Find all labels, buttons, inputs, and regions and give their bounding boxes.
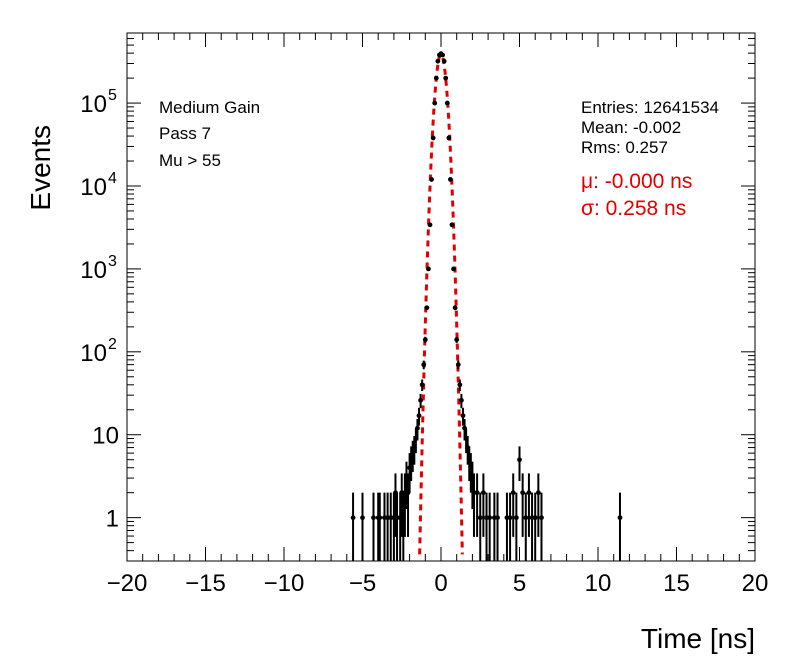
- data-point: [426, 266, 431, 272]
- fit-mu-label: μ: -0.000 ns: [581, 170, 692, 193]
- data-point: [535, 490, 541, 496]
- data-point: [539, 515, 544, 521]
- data-point: [416, 413, 422, 419]
- data-point: [457, 382, 463, 388]
- data-layer: [350, 51, 623, 561]
- y-tick-exponent: 3: [108, 253, 117, 270]
- data-point: [446, 135, 452, 141]
- data-point: [517, 457, 522, 463]
- data-point: [350, 515, 356, 521]
- data-point: [532, 515, 538, 521]
- data-point: [444, 100, 450, 106]
- fit-sigma-label: σ: 0.258 ns: [581, 197, 686, 220]
- gaussian-fit-curve: [418, 52, 464, 555]
- fit-layer: [418, 52, 464, 555]
- x-axis-title: Time [ns]: [641, 623, 755, 654]
- y-tick-exponent: 5: [108, 87, 117, 104]
- data-point: [443, 75, 449, 81]
- data-point: [418, 397, 423, 403]
- minor-ticks: [127, 32, 755, 562]
- data-point: [360, 515, 365, 521]
- data-point: [477, 515, 483, 521]
- stats-entries: Entries: 12641534: [581, 98, 719, 117]
- annotation-line-2: Pass 7: [159, 124, 211, 143]
- x-tick-label: −10: [264, 570, 305, 597]
- data-point: [448, 177, 453, 182]
- y-tick-label: 1: [106, 506, 119, 533]
- data-point: [422, 337, 428, 343]
- annotation-line-3: Mu > 55: [159, 151, 221, 170]
- data-point: [432, 100, 438, 106]
- major-ticks: [126, 33, 756, 561]
- data-point: [526, 490, 532, 496]
- y-tick-label: 10: [92, 423, 119, 450]
- data-point: [617, 515, 623, 521]
- data-point: [435, 58, 441, 64]
- data-point: [459, 397, 464, 403]
- data-point: [510, 490, 516, 496]
- data-point: [455, 362, 461, 368]
- data-point: [441, 58, 447, 64]
- y-axis-title: Events: [25, 125, 56, 211]
- x-tick-label: −5: [349, 570, 376, 597]
- data-point: [429, 177, 434, 182]
- x-tick-label: 15: [663, 570, 690, 597]
- data-point: [433, 75, 439, 81]
- annotation-line-1: Medium Gain: [159, 98, 260, 117]
- x-tick-label: 20: [742, 570, 769, 597]
- y-tick-exponent: 2: [108, 336, 117, 353]
- x-tick-label: −20: [107, 570, 148, 597]
- data-point: [415, 425, 420, 431]
- data-point: [440, 52, 445, 58]
- data-point: [427, 222, 433, 228]
- data-point: [507, 515, 513, 521]
- data-point: [474, 490, 480, 496]
- data-point: [424, 305, 430, 311]
- y-tick-label: 10: [80, 340, 107, 367]
- y-tick-label: 10: [80, 174, 107, 201]
- x-tick-label: 10: [585, 570, 612, 597]
- data-point: [371, 515, 376, 521]
- x-tick-label: 0: [434, 570, 447, 597]
- y-tick-label: 10: [80, 91, 107, 118]
- data-point: [430, 135, 436, 141]
- data-point: [449, 222, 455, 228]
- y-tick-exponent: 4: [108, 170, 117, 187]
- data-point: [377, 515, 383, 521]
- data-point: [480, 490, 486, 496]
- data-point: [523, 515, 529, 521]
- x-tick-label: −15: [185, 570, 226, 597]
- stats-rms: Rms: 0.257: [581, 138, 668, 157]
- data-point: [419, 382, 425, 388]
- data-point: [454, 337, 460, 343]
- x-tick-label: 5: [513, 570, 526, 597]
- data-point: [421, 362, 427, 368]
- data-point: [495, 515, 500, 521]
- data-point: [520, 490, 526, 496]
- data-point: [452, 305, 458, 311]
- y-tick-label: 10: [80, 257, 107, 284]
- stats-mean: Mean: -0.002: [581, 118, 681, 137]
- data-point: [513, 515, 519, 521]
- data-point: [451, 266, 456, 272]
- data-point: [487, 515, 493, 521]
- data-point: [460, 413, 466, 419]
